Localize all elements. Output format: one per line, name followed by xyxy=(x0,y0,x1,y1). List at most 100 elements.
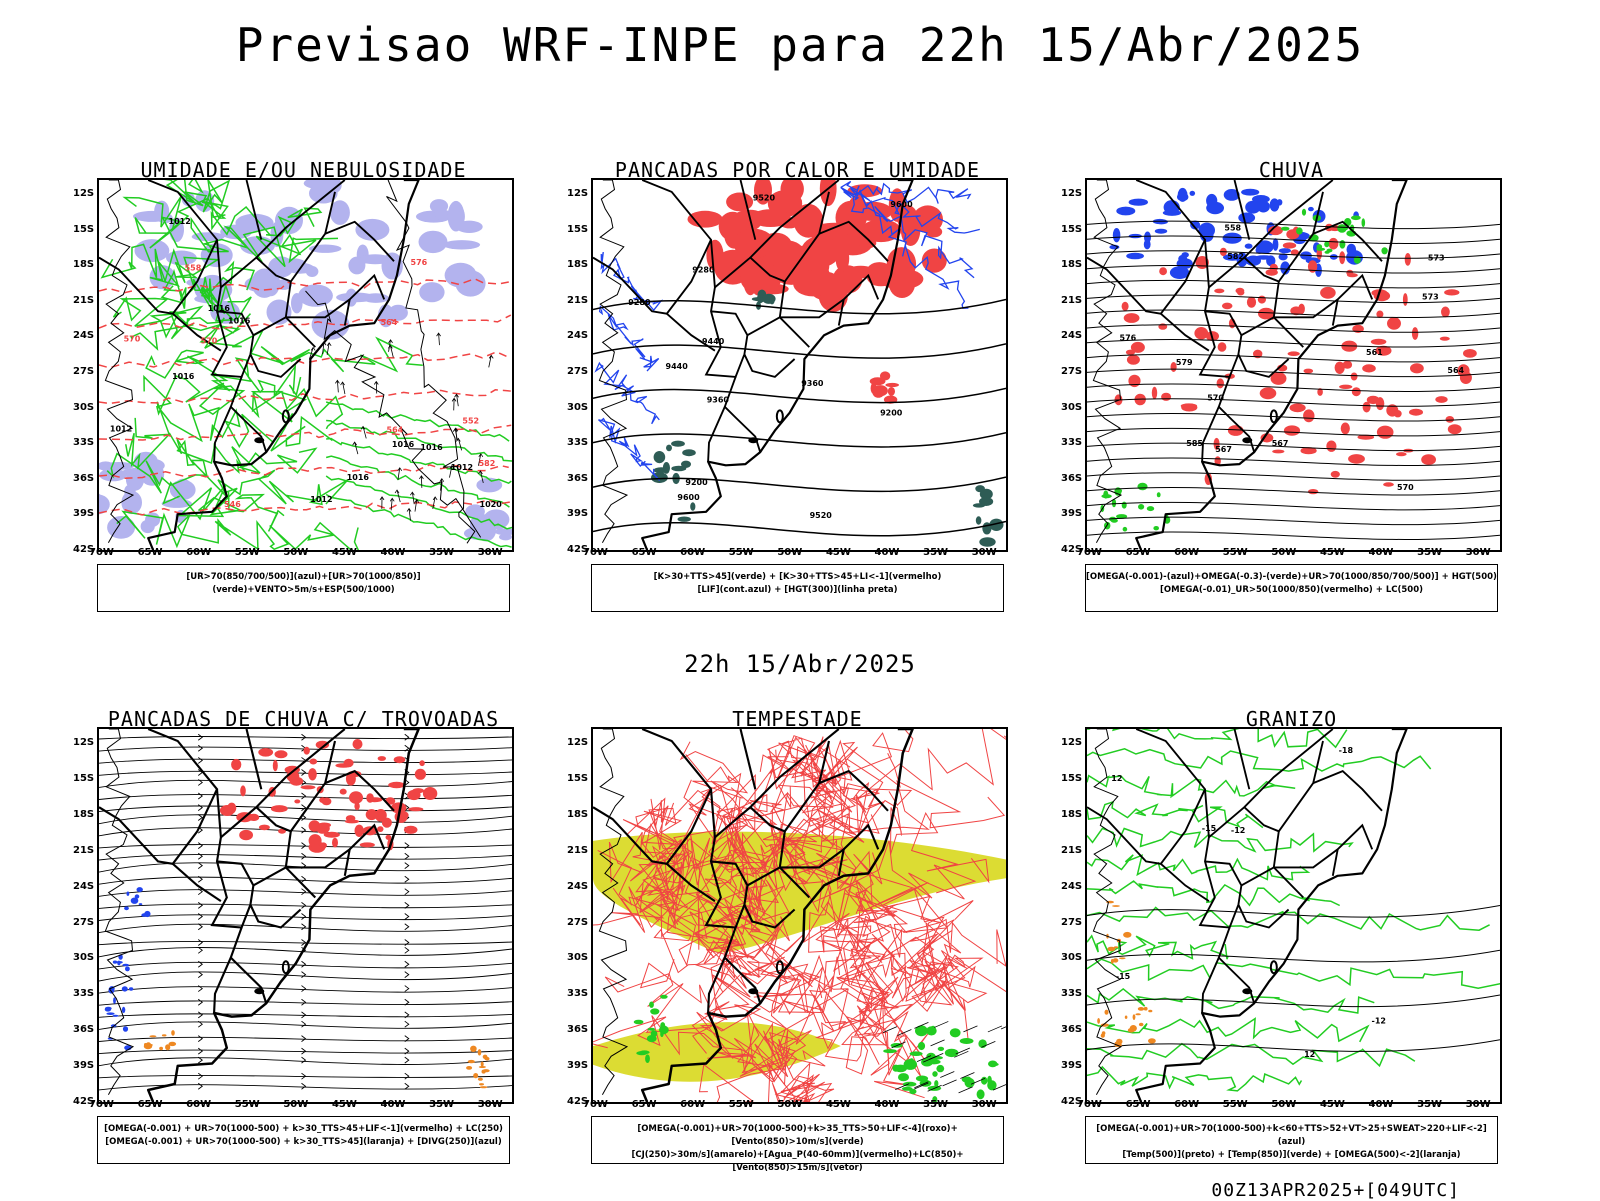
contour-label: 576 xyxy=(1120,334,1137,343)
lat-tick-label: 21S xyxy=(73,845,94,856)
streamline-arrow xyxy=(405,889,409,895)
lifted-index-blue-contour xyxy=(599,419,660,481)
streamline-250 xyxy=(99,877,512,884)
lat-tick-label: 12S xyxy=(73,737,94,748)
lat-tick-label: 12S xyxy=(1061,188,1082,199)
lat-tick-label: 39S xyxy=(73,1060,94,1071)
lat-tick-label: 27S xyxy=(73,366,94,377)
contour-label: 12 xyxy=(1111,774,1122,783)
humidity-green-contour xyxy=(326,421,512,462)
legend-line: [OMEGA(-0.001) + UR>70(1000-500) + k>30_… xyxy=(98,1136,509,1149)
lon-tick-label: 60W xyxy=(1174,547,1199,558)
lon-tick-label: 45W xyxy=(1320,547,1345,558)
lat-tick-label: 21S xyxy=(73,295,94,306)
lat-tick-label: 15S xyxy=(1061,773,1082,784)
hgt500-contour xyxy=(1087,325,1500,333)
lon-tick-label: 35W xyxy=(923,1099,948,1110)
wind-vector xyxy=(437,333,441,345)
lon-tick-label: 40W xyxy=(381,1099,406,1110)
lat-tick-label: 21S xyxy=(567,845,588,856)
streamline-arrow xyxy=(198,793,202,799)
lat-tick-label: 21S xyxy=(1061,845,1082,856)
lon-tick-label: 70W xyxy=(583,1099,608,1110)
lat-tick-label: 24S xyxy=(1061,330,1082,341)
streamline-arrow xyxy=(302,770,306,776)
map-panel-3: 585 582 579 576 573 570 567 564 561 558 573 570 567 xyxy=(1085,178,1502,552)
streamline-arrow xyxy=(198,902,202,908)
lat-tick-label: 15S xyxy=(567,773,588,784)
streamline-arrow xyxy=(302,843,306,849)
lat-tick-label: 30S xyxy=(567,952,588,963)
lat-tick-label: 27S xyxy=(1061,917,1082,928)
legend-line: [OMEGA(-0.001)+UR>70(1000-500)+k<60+TTS>… xyxy=(1086,1123,1497,1149)
lon-tick-label: 50W xyxy=(283,547,308,558)
political-border xyxy=(214,928,242,1014)
lat-tick-label: 12S xyxy=(1061,737,1082,748)
contour-label: 546 xyxy=(224,500,241,509)
contour-label: 9600 xyxy=(677,493,700,502)
contour-label: 570 xyxy=(1397,483,1414,492)
lagoa-mirim xyxy=(254,988,264,994)
streamline-arrow xyxy=(198,1073,202,1079)
contour-label: 1016 xyxy=(208,304,231,313)
lon-tick-label: 65W xyxy=(632,1099,657,1110)
lon-tick-label: 35W xyxy=(429,547,454,558)
lon-tick-label: 45W xyxy=(1320,1099,1345,1110)
streamline-arrow xyxy=(405,924,409,930)
footer-run-info: 00Z13APR2025+[049UTC] xyxy=(1211,1180,1460,1201)
contour-label: 1016 xyxy=(172,372,195,381)
streamline-arrow xyxy=(302,1083,306,1089)
lat-tick-label: 15S xyxy=(73,224,94,235)
contour-label: 570 xyxy=(201,336,218,345)
lat-tick-label: 33S xyxy=(567,437,588,448)
lat-tick-label: 24S xyxy=(73,330,94,341)
political-border xyxy=(231,958,266,1004)
streamline-arrow xyxy=(405,947,409,953)
streamline-arrow xyxy=(198,1083,202,1089)
hgt500-contour xyxy=(1087,221,1500,229)
legend-box: [UR>70(850/700/500)](azul)+[UR>70(1000/8… xyxy=(97,564,510,612)
contour-label: 9360 xyxy=(801,379,824,388)
contour-label: 9280 xyxy=(692,266,715,275)
lat-tick-label: 18S xyxy=(73,809,94,820)
streamline-arrow xyxy=(198,863,202,869)
map-canvas xyxy=(593,729,1006,1102)
omega-green-fill xyxy=(1100,483,1170,532)
streamline-arrow xyxy=(302,939,306,945)
lon-tick-label: 50W xyxy=(777,1099,802,1110)
lat-tick-label: 39S xyxy=(567,508,588,519)
hgt300-contour xyxy=(593,522,1006,536)
hgt500-contour xyxy=(1087,384,1500,392)
streamline-250 xyxy=(99,904,512,908)
lon-tick-label: 45W xyxy=(332,1099,357,1110)
streamline-arrow xyxy=(198,999,202,1005)
lat-tick-label: 36S xyxy=(567,1024,588,1035)
contour-label: 1016 xyxy=(347,473,370,482)
political-border xyxy=(173,864,221,901)
streamline-arrow xyxy=(198,1012,202,1018)
legend-line: [OMEGA(-0.001)+UR>70(1000-500)+k>35_TTS>… xyxy=(592,1123,1003,1149)
lon-tick-label: 60W xyxy=(186,1099,211,1110)
streamline-arrow xyxy=(302,1048,306,1054)
lat-tick-label: 24S xyxy=(567,881,588,892)
wind-vector xyxy=(353,442,358,454)
contour-label: 573 xyxy=(1428,254,1445,263)
streamline-arrow xyxy=(405,972,409,978)
lat-tick-label: 12S xyxy=(567,188,588,199)
streamline-arrow xyxy=(302,914,306,920)
wind-vector xyxy=(452,398,456,410)
streamline-250 xyxy=(99,924,512,932)
lat-tick-label: 24S xyxy=(567,330,588,341)
wind-vector xyxy=(963,1026,977,1032)
legend-line: [OMEGA(-0.01)_UR>50(1000/850)(vermelho) … xyxy=(1086,584,1497,597)
streamline-arrow xyxy=(198,947,202,953)
contour-label: 9360 xyxy=(707,395,730,404)
lon-tick-label: 55W xyxy=(1223,547,1248,558)
map-canvas: -12-12-15-18-151212 xyxy=(1087,729,1500,1102)
contour-label: 1012 xyxy=(451,463,473,472)
political-border xyxy=(1087,729,1205,864)
lon-tick-label: 30W xyxy=(972,1099,997,1110)
convection-green-fill xyxy=(973,485,1004,547)
streamline-arrow xyxy=(198,853,202,859)
lon-tick-label: 45W xyxy=(332,547,357,558)
